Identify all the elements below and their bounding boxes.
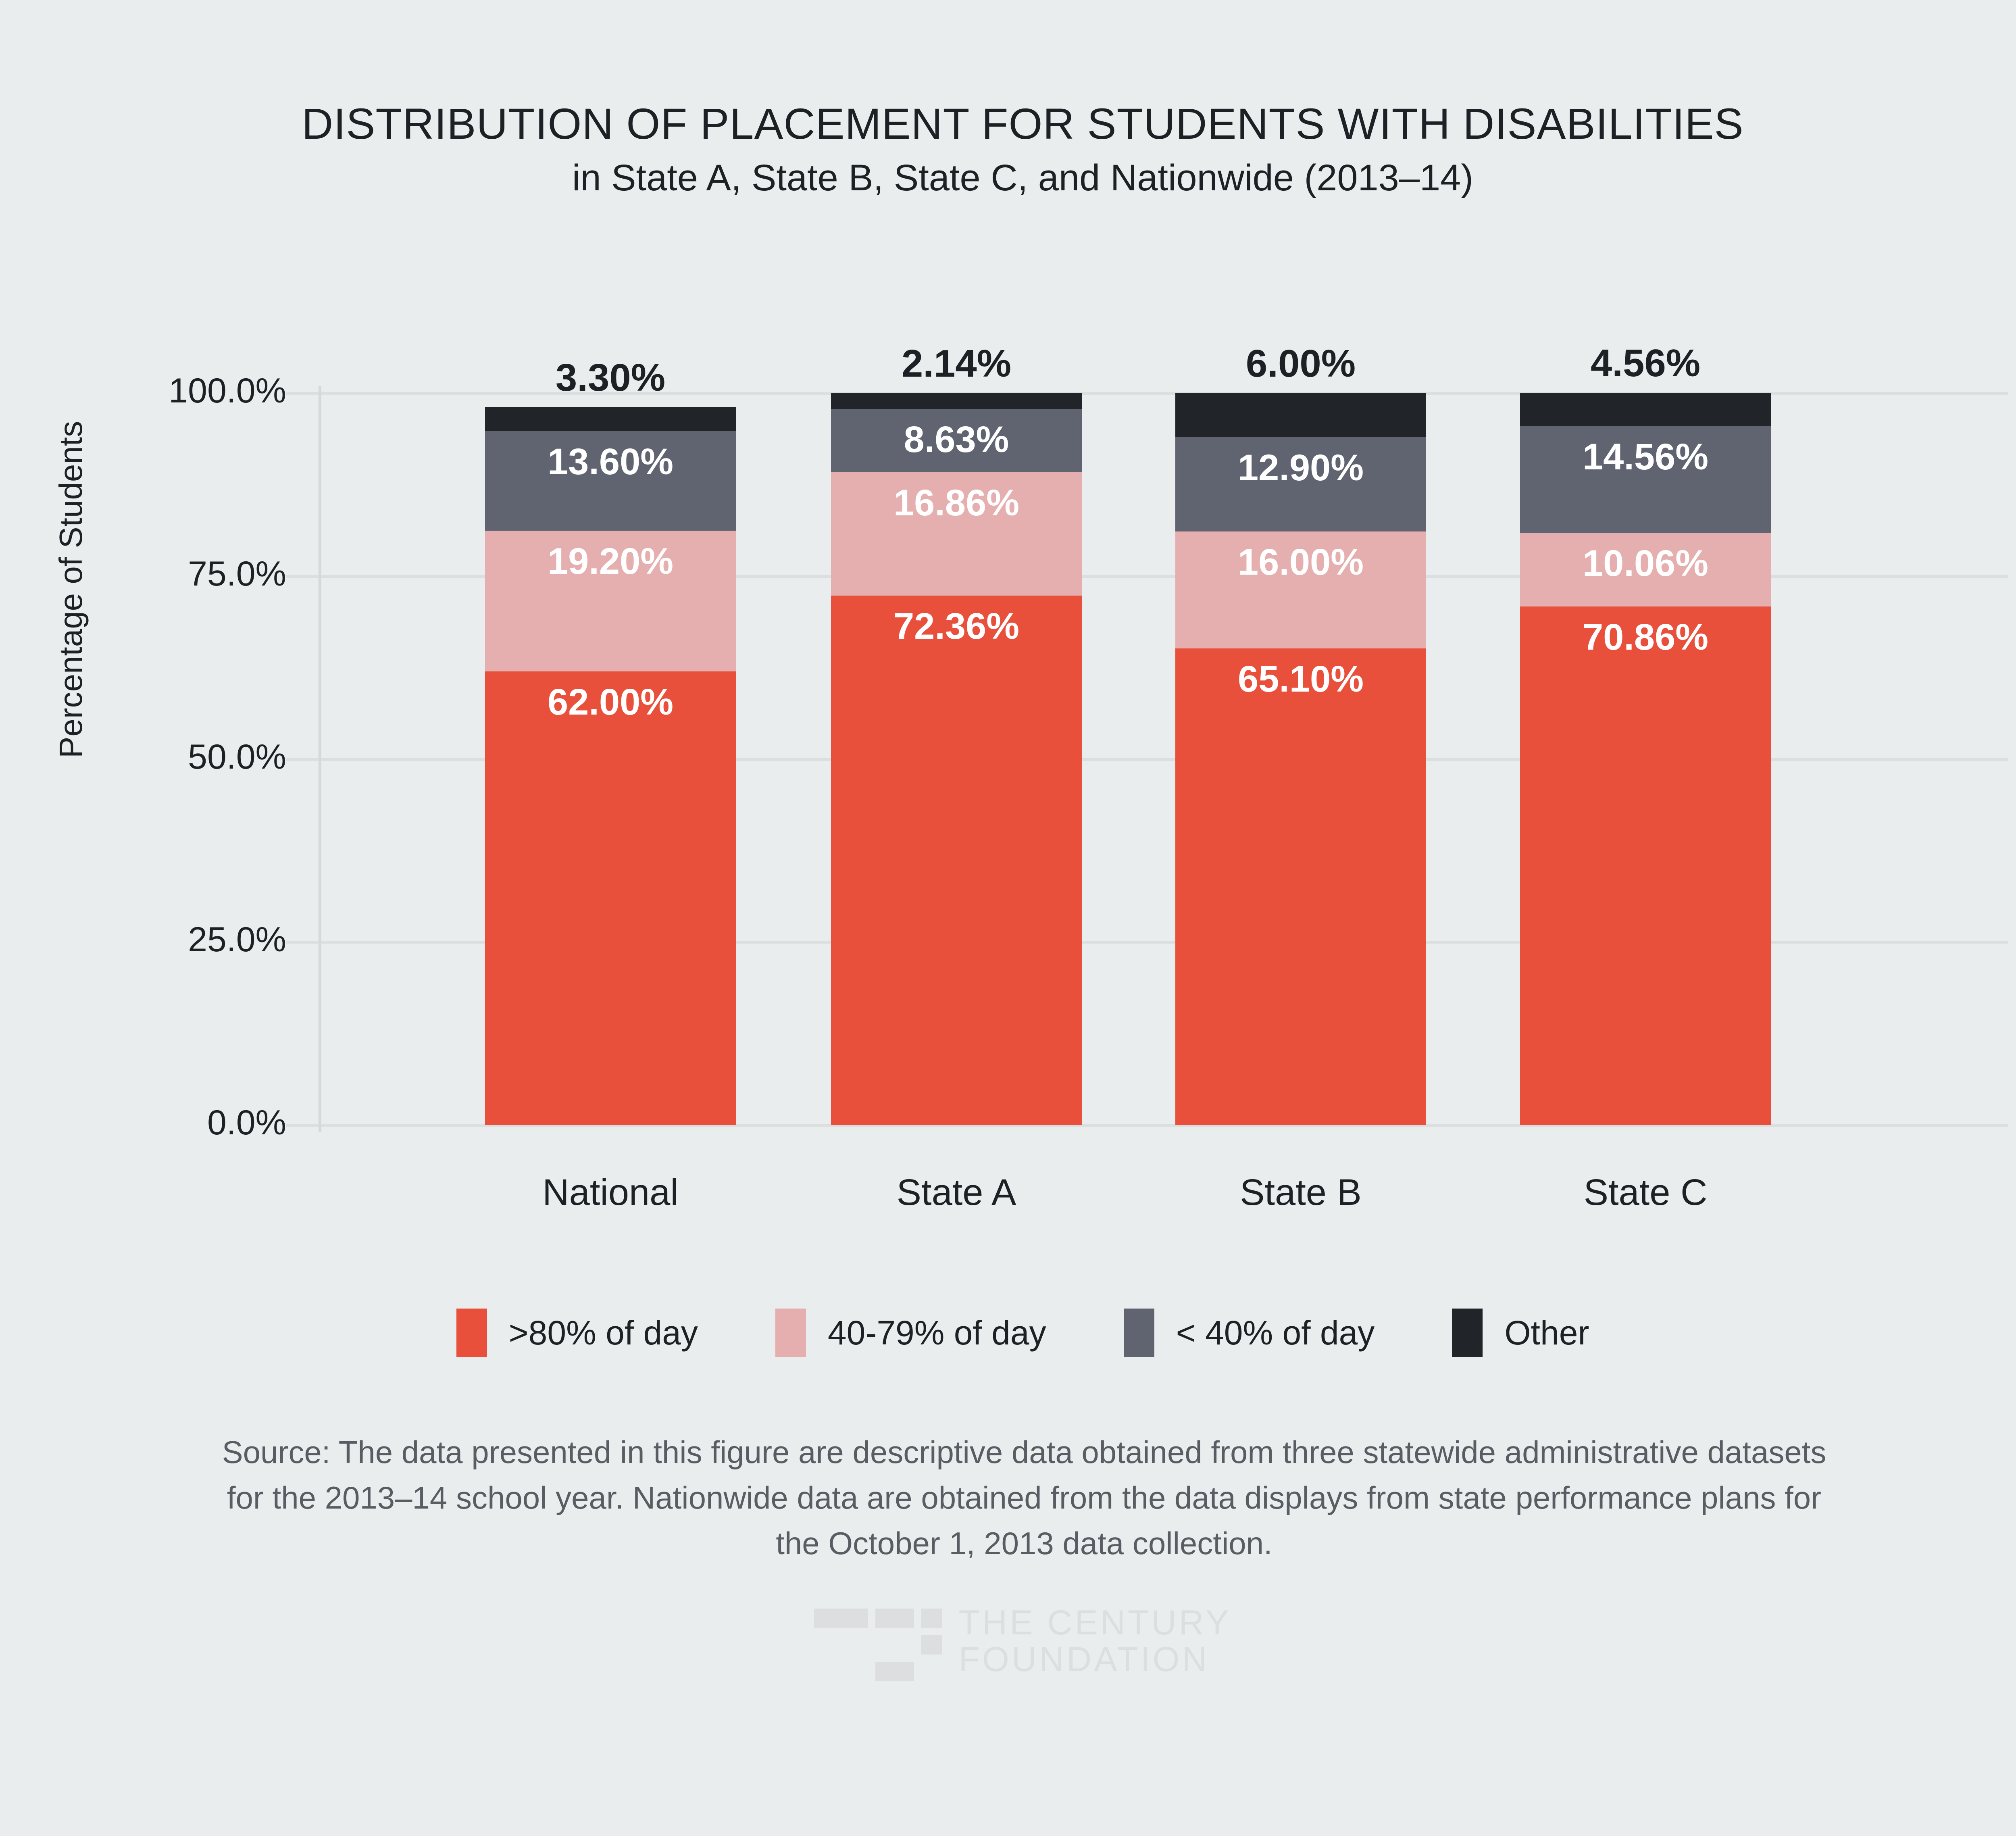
- legend-item[interactable]: >80% of day: [456, 1309, 698, 1357]
- bar-segment[interactable]: [485, 407, 736, 431]
- bar-segment[interactable]: 16.00%: [1175, 531, 1426, 649]
- bar-segment[interactable]: [1520, 393, 1771, 427]
- legend-label: Other: [1504, 1313, 1589, 1352]
- bar-segment-label: 12.90%: [1237, 447, 1364, 488]
- bar-segment[interactable]: 70.86%: [1520, 606, 1771, 1125]
- bar-segment-label: 62.00%: [547, 681, 674, 723]
- legend-swatch-icon: [1123, 1309, 1154, 1357]
- bar-segment[interactable]: 19.20%: [485, 531, 736, 671]
- gridline: [286, 575, 2008, 578]
- bar-segment[interactable]: 8.63%: [831, 409, 1082, 472]
- bar-segment[interactable]: [1175, 393, 1426, 437]
- bar-top-label: 4.56%: [1590, 342, 1701, 385]
- bar-segment-label: 16.86%: [893, 482, 1020, 523]
- bar-top-label: 6.00%: [1245, 342, 1356, 386]
- y-axis-tick-label: 0.0%: [207, 1103, 286, 1142]
- legend-label: < 40% of day: [1176, 1313, 1375, 1352]
- bar-segment-label: 70.86%: [1582, 616, 1709, 658]
- bar-top-label: 2.14%: [901, 342, 1012, 386]
- legend-swatch-icon: [456, 1309, 487, 1357]
- bar-segment[interactable]: 10.06%: [1520, 533, 1771, 606]
- bar-top-label: 3.30%: [555, 356, 666, 399]
- gridline: [286, 1124, 2008, 1127]
- legend-label: 40-79% of day: [827, 1313, 1046, 1352]
- bar-segment-label: 65.10%: [1237, 659, 1364, 700]
- bar-segment-label: 10.06%: [1582, 543, 1709, 584]
- bar-segment-label: 72.36%: [893, 605, 1020, 647]
- bar-segment[interactable]: 12.90%: [1175, 437, 1426, 532]
- bar-segment-label: 16.00%: [1237, 542, 1364, 583]
- bar-segment[interactable]: 13.60%: [485, 431, 736, 531]
- logo-line-2: FOUNDATION: [958, 1640, 1210, 1679]
- x-axis-tick-label: National: [542, 1172, 679, 1213]
- bar-segment[interactable]: 65.10%: [1175, 648, 1426, 1125]
- y-axis-line: [319, 386, 321, 1132]
- bar-segment[interactable]: 62.00%: [485, 671, 736, 1125]
- chart-subtitle: in State A, State B, State C, and Nation…: [572, 157, 1473, 199]
- century-foundation-mark-icon: [814, 1603, 943, 1681]
- bar-segment-label: 14.56%: [1582, 436, 1709, 478]
- bar-segment[interactable]: 72.36%: [831, 595, 1082, 1125]
- logo-line-1: THE CENTURY: [958, 1603, 1231, 1642]
- y-axis-tick-label: 75.0%: [188, 554, 286, 593]
- chart-title: DISTRIBUTION OF PLACEMENT FOR STUDENTS W…: [302, 99, 1744, 148]
- gridline: [286, 758, 2008, 761]
- stacked-bar[interactable]: 13.60% 19.20% 62.00% 3.30%: [485, 356, 736, 1125]
- bar-segment-label: 13.60%: [547, 441, 674, 483]
- stacked-bar[interactable]: 14.56% 10.06% 70.86% 4.56%: [1520, 342, 1771, 1125]
- y-axis-tick-label: 25.0%: [188, 920, 286, 959]
- footer-logo: THE CENTURY FOUNDATION: [0, 1603, 2016, 1681]
- bar-segment[interactable]: [831, 393, 1082, 409]
- bar-segment[interactable]: 16.86%: [831, 472, 1082, 596]
- legend: >80% of day 40-79% of day < 40% of day Othe…: [0, 1309, 2016, 1357]
- legend-swatch-icon: [775, 1309, 806, 1357]
- bar-segment-label: 8.63%: [904, 419, 1009, 461]
- century-foundation-wordmark: THE CENTURY FOUNDATION: [958, 1603, 1231, 1679]
- gridline: [286, 392, 2008, 395]
- gridline: [286, 941, 2008, 944]
- legend-item[interactable]: < 40% of day: [1123, 1309, 1375, 1357]
- source-note: Source: The data presented in this figur…: [222, 1434, 1826, 1561]
- stacked-bar[interactable]: 8.63% 16.86% 72.36% 2.14%: [831, 342, 1082, 1125]
- legend-item[interactable]: Other: [1452, 1309, 1589, 1357]
- chart-title-block: DISTRIBUTION OF PLACEMENT FOR STUDENTS W…: [0, 101, 2016, 198]
- y-axis-tick-label: 50.0%: [188, 737, 286, 776]
- y-axis-tick-label: 100.0%: [169, 371, 286, 410]
- x-axis-tick-label: State B: [1240, 1172, 1362, 1213]
- x-axis-tick-label: State C: [1583, 1172, 1708, 1213]
- bar-segment-label: 19.20%: [547, 541, 674, 582]
- bar-segment[interactable]: 14.56%: [1520, 426, 1771, 533]
- x-axis-tick-label: State A: [896, 1172, 1016, 1213]
- legend-item[interactable]: 40-79% of day: [775, 1309, 1046, 1357]
- plot-area: 13.60% 19.20% 62.00% 3.30% 8.63% 16.86% 72.36%…: [286, 342, 2008, 1132]
- legend-label: >80% of day: [508, 1313, 698, 1352]
- stacked-bar[interactable]: 12.90% 16.00% 65.10% 6.00%: [1175, 342, 1426, 1125]
- legend-swatch-icon: [1452, 1309, 1483, 1357]
